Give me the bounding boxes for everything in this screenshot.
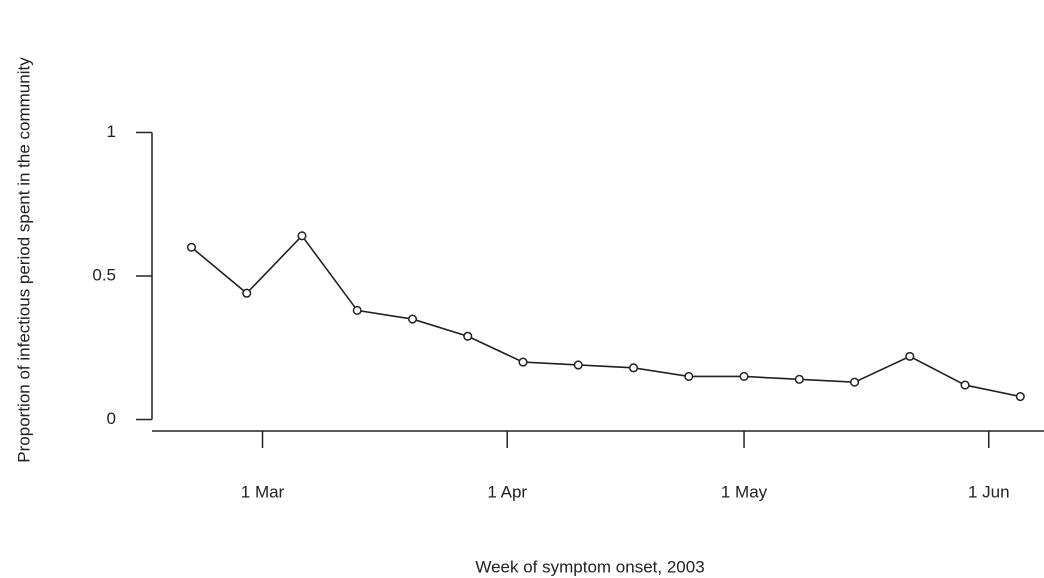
- point: [684, 371, 694, 382]
- y-tick-label: 0.5: [92, 265, 116, 284]
- point: [242, 288, 252, 298]
- point: [849, 377, 860, 387]
- series-line: [190, 234, 1021, 398]
- point: [739, 371, 749, 382]
- point: [573, 360, 583, 370]
- y-axis-title: Proportion of infectious period spent in…: [14, 57, 33, 463]
- y-tick-label: 1: [107, 122, 116, 141]
- point: [297, 231, 307, 241]
- x-tick-label: 1 Jun: [968, 482, 1010, 501]
- x-tick-label: 1 Mar: [241, 482, 285, 501]
- point: [407, 314, 418, 324]
- y-tick-label: 0: [107, 409, 116, 428]
- point: [960, 380, 970, 390]
- point: [905, 351, 915, 361]
- x-tick-label: 1 Apr: [487, 482, 527, 501]
- point: [518, 357, 528, 367]
- point: [186, 242, 197, 252]
- point: [1015, 392, 1025, 402]
- point: [352, 305, 362, 315]
- x-axis-title: Week of symptom onset, 2003: [475, 557, 704, 576]
- x-tick-label: 1 May: [721, 482, 768, 501]
- point: [628, 363, 639, 373]
- point: [463, 331, 473, 341]
- point: [794, 374, 804, 384]
